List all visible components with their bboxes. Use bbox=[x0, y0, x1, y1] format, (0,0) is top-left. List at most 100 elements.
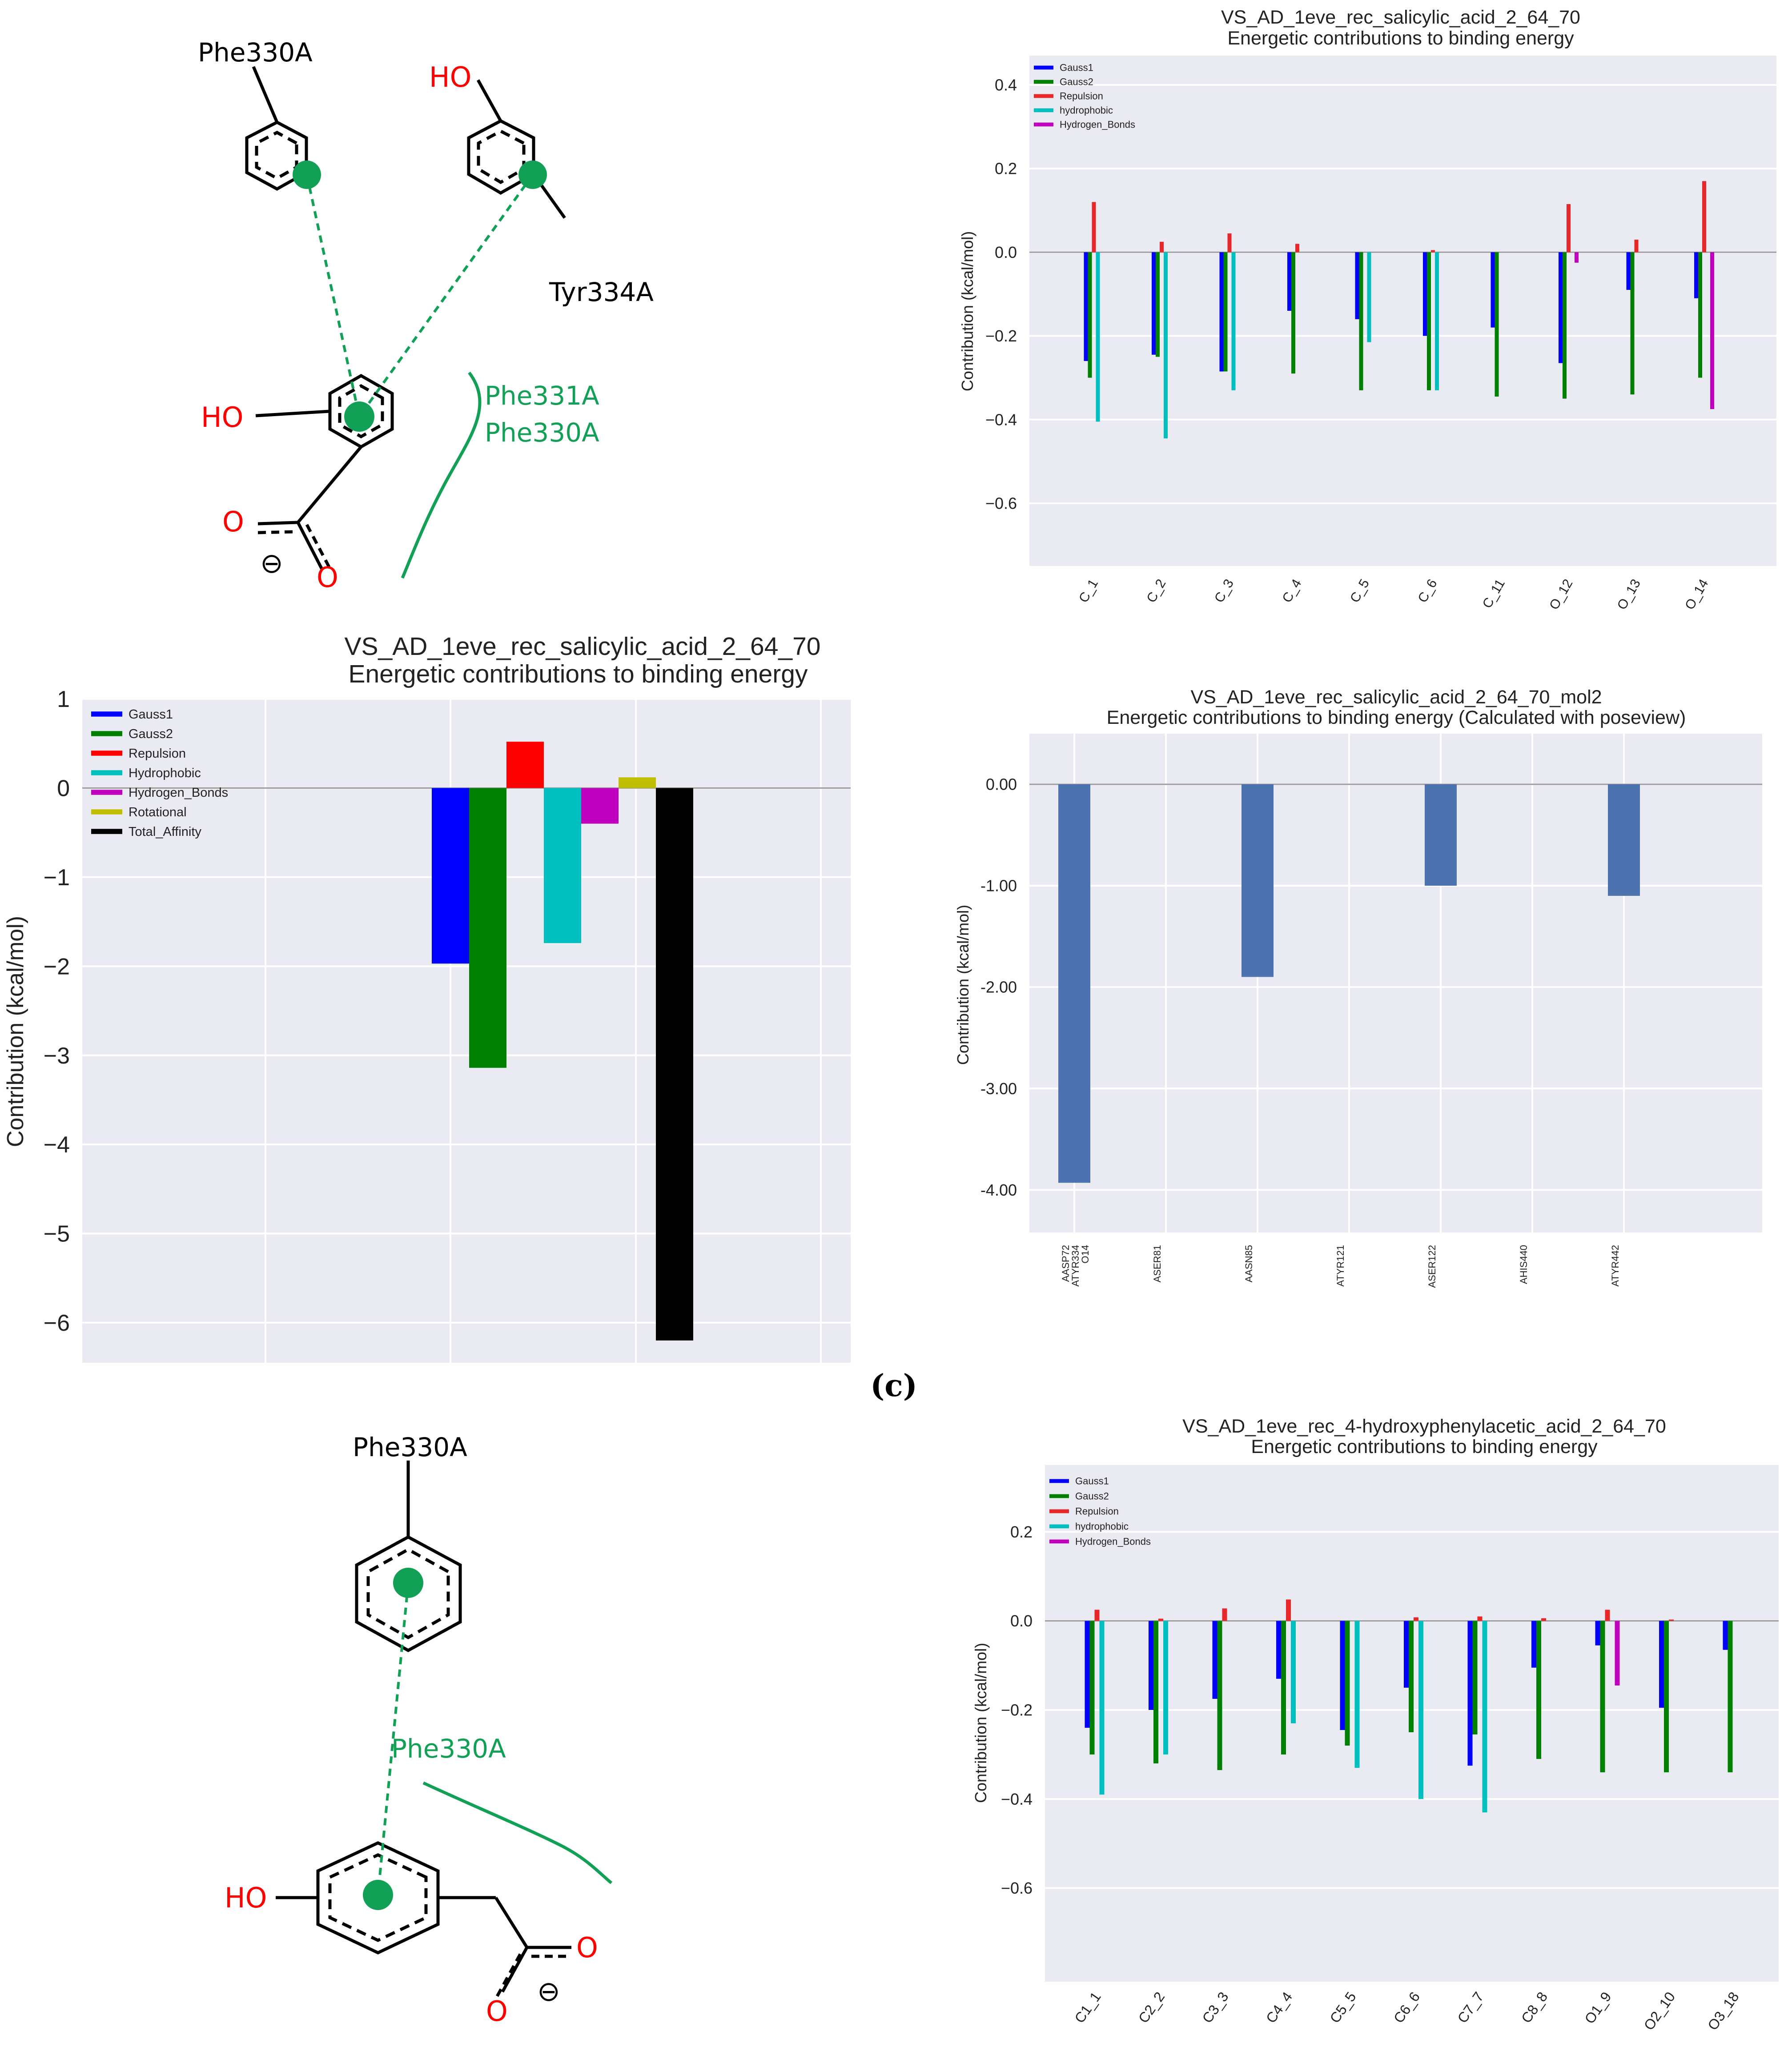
chart-c-title: VS_AD_1eve_rec_salicylic_acid_2_64_70_mo… bbox=[1190, 686, 1602, 708]
chart-a-ytick-label: 0.4 bbox=[995, 76, 1017, 94]
chart-a-bar bbox=[1359, 252, 1363, 390]
chart-b-title: VS_AD_1eve_rec_salicylic_acid_2_64_70 bbox=[344, 632, 820, 661]
chart-a-bar bbox=[1575, 252, 1579, 263]
chart-c-ytick-label: -4.00 bbox=[980, 1181, 1017, 1199]
chart-d-bar bbox=[1158, 1618, 1163, 1621]
chart-c-bar bbox=[1242, 784, 1274, 977]
chart-d-xticks: C1_1 C2_2 C3_3 C4_4 C5_5 C6_6 C7_7 C8_8 O1_9 O2_1… bbox=[1071, 1989, 1742, 2033]
chart-d-bar bbox=[1472, 1621, 1478, 1735]
chart-b-ytick-label: −6 bbox=[44, 1310, 70, 1336]
chart-a-bar bbox=[1626, 252, 1631, 290]
ligand-ring-centroid-top bbox=[344, 401, 374, 432]
chart-a-bar bbox=[1152, 252, 1156, 355]
chart-c-ytick-label: -1.00 bbox=[980, 877, 1017, 895]
chart-a-xtick-label: C_4 bbox=[1279, 577, 1304, 605]
chart-a-plot-area bbox=[1029, 56, 1776, 566]
chart-a: VS_AD_1eve_rec_salicylic_acid_2_64_70 En… bbox=[958, 7, 1776, 612]
molecule-diagram-bottom: Phe330A Phe330A HO O O ⊖ bbox=[225, 1432, 613, 2027]
chart-a-xtick-label: O_14 bbox=[1682, 577, 1711, 612]
oxygen-label-2-top: O bbox=[317, 561, 338, 594]
chart-a-bar bbox=[1710, 252, 1714, 409]
chart-c-bar bbox=[1058, 784, 1090, 1183]
charge-symbol-bottom: ⊖ bbox=[537, 1975, 560, 2007]
chart-d-legend-label: Hydrogen_Bonds bbox=[1075, 1536, 1151, 1547]
chart-c-xtick-label: ATYR121 bbox=[1335, 1245, 1346, 1287]
chart-a-bars bbox=[1084, 181, 1714, 438]
chart-a-ytick-label: 0.0 bbox=[995, 243, 1017, 261]
chart-a-xtick-label: C_1 bbox=[1076, 577, 1101, 605]
chart-c-xtick-label: ASER81 bbox=[1152, 1245, 1163, 1282]
chart-a-legend-label: Repulsion bbox=[1060, 91, 1103, 102]
chart-c: VS_AD_1eve_rec_salicylic_acid_2_64_70_mo… bbox=[954, 686, 1762, 1288]
chart-d-ytick-label: −0.4 bbox=[1001, 1790, 1033, 1808]
chart-a-bar bbox=[1355, 252, 1359, 319]
chart-a-bar bbox=[1567, 204, 1571, 253]
chart-b-legend-label: Gauss2 bbox=[129, 727, 173, 741]
chart-b-ytick-label: −4 bbox=[44, 1132, 70, 1158]
chart-a-xtick-label: C_3 bbox=[1212, 577, 1237, 605]
chart-b-legend-label: Rotational bbox=[129, 805, 187, 819]
chart-a-yticks: 0.4 0.2 0.0 −0.2 −0.4 −0.6 bbox=[985, 76, 1017, 512]
chart-c-xtick-label: AHIS440 bbox=[1518, 1245, 1529, 1284]
chart-d-bar bbox=[1222, 1608, 1227, 1621]
chart-d-bar bbox=[1094, 1610, 1100, 1621]
molecule-diagram-top: Phe330A HO Tyr334A HO O O ⊖ bbox=[198, 37, 654, 594]
chart-a-xtick-label: C_11 bbox=[1480, 577, 1508, 611]
chart-d-ytick-label: 0.0 bbox=[1010, 1612, 1033, 1630]
chart-d-bar bbox=[1418, 1621, 1423, 1799]
chart-d-bar bbox=[1615, 1621, 1620, 1686]
oxygen-label-1-bottom: O bbox=[576, 1931, 598, 1964]
chart-d-bar bbox=[1467, 1621, 1473, 1766]
chart-c-xtick-label: ATYR442 bbox=[1610, 1245, 1621, 1287]
chart-a-bar bbox=[1427, 252, 1431, 390]
chart-d-bar bbox=[1595, 1621, 1600, 1646]
chart-b-bar-rotational bbox=[619, 777, 656, 788]
chart-b-ytick-label: −2 bbox=[44, 954, 70, 979]
chart-a-bar bbox=[1231, 252, 1236, 390]
chart-a-xtick-label: C_5 bbox=[1347, 577, 1372, 605]
chart-d-bar bbox=[1664, 1621, 1669, 1773]
chart-d-bar bbox=[1276, 1621, 1281, 1679]
chart-d-xtick-label: C6_6 bbox=[1390, 1989, 1423, 2026]
chart-b-ytick-label: −1 bbox=[44, 865, 70, 891]
chart-d-bar bbox=[1531, 1621, 1536, 1668]
chart-d-xtick-label: O3_18 bbox=[1704, 1989, 1742, 2033]
chart-b-legend-label: Hydrogen_Bonds bbox=[129, 786, 228, 800]
chart-d-bar bbox=[1286, 1599, 1291, 1621]
ho-label-ligand-top: HO bbox=[201, 401, 243, 433]
chart-a-bar bbox=[1367, 252, 1371, 342]
chart-c-xtick-label: AASN85 bbox=[1243, 1245, 1254, 1282]
chart-d-yticks: 0.2 0.0 −0.2 −0.4 −0.6 bbox=[1001, 1523, 1033, 1897]
chart-a-legend-label: Hydrogen_Bonds bbox=[1060, 119, 1135, 130]
chart-d-bar bbox=[1600, 1621, 1605, 1773]
chart-d-xtick-label: C2_2 bbox=[1135, 1989, 1168, 2026]
chart-a-bar bbox=[1634, 240, 1639, 253]
chart-d-subtitle: Energetic contributions to binding energ… bbox=[1251, 1436, 1598, 1457]
chart-d-bar bbox=[1482, 1621, 1487, 1813]
chart-d-title: VS_AD_1eve_rec_4-hydroxyphenylacetic_aci… bbox=[1182, 1416, 1666, 1437]
chart-d-bar bbox=[1085, 1621, 1090, 1728]
oxygen-label-2-bottom: O bbox=[486, 1995, 508, 2027]
chart-a-bar bbox=[1435, 252, 1439, 390]
chart-b-yticks: 1 0 −1 −2 −3 −4 −5 −6 bbox=[44, 686, 70, 1336]
chart-b-ytick-label: −5 bbox=[44, 1221, 70, 1247]
chart-d-bar bbox=[1659, 1621, 1664, 1708]
chart-c-bars bbox=[1058, 784, 1640, 1183]
carboxylate-dashes-bottom bbox=[495, 1953, 571, 1997]
chart-d-bar bbox=[1723, 1621, 1728, 1650]
chart-c-yticks: 0.00 -1.00 -2.00 -3.00 -4.00 bbox=[980, 775, 1017, 1199]
pi-stacking-line-bottom bbox=[377, 1582, 410, 1895]
chart-d-legend-label: hydrophobic bbox=[1075, 1521, 1129, 1532]
chart-d: VS_AD_1eve_rec_4-hydroxyphenylacetic_aci… bbox=[972, 1416, 1779, 2033]
chart-b-ytick-label: −3 bbox=[44, 1043, 70, 1069]
ligand-ring-bottom bbox=[276, 1841, 571, 1993]
chart-d-legend-label: Repulsion bbox=[1075, 1506, 1119, 1517]
chart-b-legend-label: Repulsion bbox=[129, 747, 186, 761]
chart-a-bar bbox=[1088, 252, 1092, 378]
hydrophobic-label-phe330-bottom: Phe330A bbox=[391, 1734, 506, 1764]
chart-a-xticks: C_1 C_2 C_3 C_4 C_5 C_6 C_11 O_12 O_13 O_14 bbox=[1076, 577, 1712, 612]
chart-d-xtick-label: O1_9 bbox=[1581, 1989, 1614, 2027]
chart-c-xtick-label: AASP72 bbox=[1060, 1245, 1071, 1282]
chart-d-bar bbox=[1153, 1621, 1158, 1764]
